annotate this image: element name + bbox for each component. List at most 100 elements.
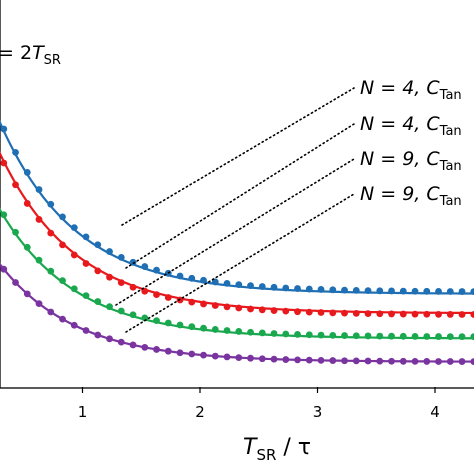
data-point [411,310,419,318]
data-point [12,279,19,286]
data-point [247,282,254,290]
data-point [23,290,31,298]
x-axis: 1 2 3 4 [78,387,440,421]
data-point [247,354,254,362]
data-point [23,169,31,176]
data-point [411,287,419,295]
data-point [35,300,43,308]
data-point [211,278,219,286]
data-point [223,279,231,287]
data-point [305,285,313,293]
data-point [399,357,407,365]
data-point [352,332,360,340]
data-point [352,286,360,294]
data-point [329,286,337,294]
data-point [35,256,43,264]
data-point [200,300,207,308]
series-4 [0,262,474,365]
data-point [388,332,395,340]
data-point [258,355,266,363]
annotations: N = 4, CTan N = 4, CTan N = 9, CTan N = 9, … [360,77,462,209]
data-point [129,311,137,319]
data-point [117,279,125,286]
axes-frame [0,0,474,389]
data-point [270,330,278,337]
data-point [188,298,196,306]
data-point [0,159,8,167]
data-point [258,283,266,290]
data-point [305,331,313,339]
data-point [458,333,466,341]
data-point [282,284,290,292]
data-point [153,317,160,325]
series-1 [0,119,474,296]
data-point [282,307,290,315]
data-point [376,357,384,365]
data-point [117,338,125,346]
data-point [82,260,90,267]
data-point [446,333,454,341]
data-point [47,200,55,208]
data-point [59,241,66,249]
data-point [399,332,407,340]
data-point [94,331,102,339]
data-point [12,181,19,189]
data-point [59,213,66,221]
data-point [294,356,301,364]
data-point [59,315,66,323]
data-point [106,248,113,255]
data-point [211,302,219,309]
data-point [364,310,372,317]
data-point [282,330,290,338]
x-tick-label: 2 [195,403,205,421]
series-line [0,262,474,363]
data-point [317,286,325,293]
data-point [12,228,19,236]
data-point [0,125,8,133]
data-point [129,258,137,266]
data-point [282,356,290,363]
data-point [446,288,454,295]
data-point [164,294,172,301]
series-annotation: N = 4, CTan [360,77,462,103]
data-point [399,287,407,295]
data-point [106,303,113,311]
data-point [399,310,407,318]
data-point [423,310,431,318]
data-point [82,292,90,300]
data-point [329,357,337,364]
data-point [458,358,466,365]
data-point [153,346,160,353]
data-point [423,358,431,365]
data-point [106,273,113,281]
data-point [188,274,196,282]
data-point [317,331,325,339]
data-point [470,311,474,318]
data-point [153,291,160,298]
data-point [153,266,160,274]
data-point [47,308,55,316]
data-point [423,287,431,295]
data-point [211,352,219,360]
data-point [247,328,254,336]
data-point [129,341,137,349]
x-tick-label: 3 [313,403,323,421]
data-point [470,288,474,296]
data-point [341,286,348,294]
data-point [411,333,419,340]
data-point [82,327,90,334]
data-point [341,309,348,317]
series-2 [0,151,474,318]
data-point [305,308,313,316]
data-point [458,311,466,318]
data-point [364,357,372,365]
data-point [317,356,325,364]
data-point [176,272,184,280]
x-tick-label: 1 [78,403,88,421]
data-point [0,265,8,273]
data-point [200,276,207,284]
data-point [446,358,454,365]
data-point [129,283,137,291]
data-point [458,288,466,295]
data-point [223,303,231,311]
